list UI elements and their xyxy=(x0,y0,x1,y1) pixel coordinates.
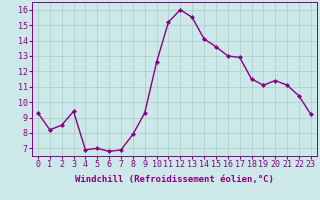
X-axis label: Windchill (Refroidissement éolien,°C): Windchill (Refroidissement éolien,°C) xyxy=(75,175,274,184)
